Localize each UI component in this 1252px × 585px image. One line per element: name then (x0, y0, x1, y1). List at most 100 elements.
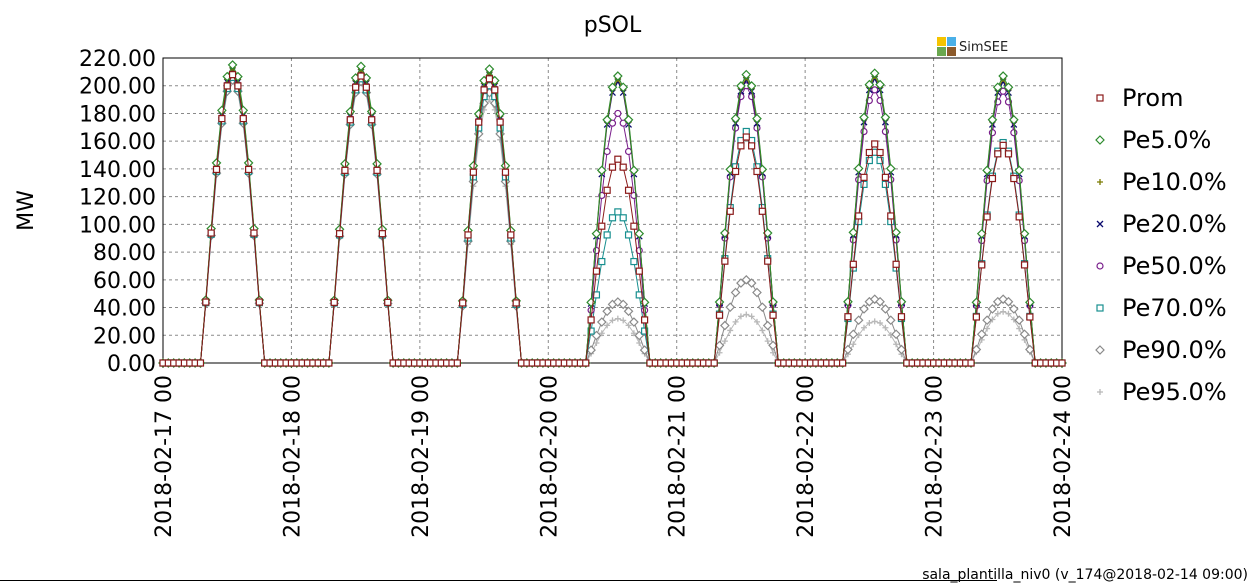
marker (512, 299, 520, 307)
marker (710, 359, 718, 367)
marker (743, 311, 750, 318)
legend-label: Pe5.0% (1122, 126, 1211, 154)
y-tick-label: 120.00 (79, 186, 156, 211)
marker (859, 112, 869, 123)
marker (614, 155, 622, 163)
marker (1019, 228, 1030, 239)
marker (839, 359, 847, 367)
marker (768, 340, 778, 351)
marker (732, 318, 739, 325)
marker (1010, 174, 1018, 183)
marker (881, 173, 890, 181)
marker (608, 214, 617, 222)
marker (1096, 220, 1104, 228)
marker (608, 119, 617, 127)
marker (987, 304, 998, 314)
marker (1025, 344, 1035, 355)
marker (1020, 261, 1029, 269)
marker (459, 299, 467, 307)
marker (737, 313, 744, 320)
marker (623, 306, 634, 317)
y-tick-label: 200.00 (79, 75, 156, 100)
marker (1008, 114, 1019, 125)
marker (764, 257, 772, 265)
marker (880, 112, 891, 123)
marker (866, 320, 873, 327)
marker (603, 186, 611, 194)
marker (1004, 150, 1013, 158)
marker (602, 114, 612, 125)
marker (999, 87, 1007, 95)
marker (596, 165, 607, 176)
marker (368, 116, 376, 124)
marker (196, 359, 205, 367)
marker (972, 313, 980, 321)
marker (614, 315, 621, 322)
marker (748, 142, 756, 150)
marker (629, 165, 639, 176)
marker (330, 298, 338, 306)
marker (848, 329, 859, 340)
marker (978, 261, 986, 269)
legend-label: Pe20.0% (1122, 210, 1227, 238)
marker (613, 71, 623, 81)
y-tick-label: 40.00 (93, 297, 156, 322)
marker (882, 324, 889, 331)
marker (865, 156, 873, 165)
marker (366, 106, 377, 117)
marker (596, 317, 607, 327)
x-tick-label: 2018-02-17 00 (152, 375, 177, 538)
marker (999, 141, 1007, 149)
x-tick-label: 2018-02-24 00 (1051, 375, 1076, 538)
marker (714, 340, 725, 351)
marker (983, 213, 991, 221)
marker (598, 222, 606, 230)
marker (357, 72, 365, 80)
marker (885, 163, 896, 174)
marker (994, 150, 1002, 158)
marker (892, 260, 900, 268)
marker (1014, 315, 1025, 326)
marker (971, 297, 982, 308)
marker (714, 297, 725, 307)
y-axis-label: MW (14, 190, 39, 231)
marker (635, 267, 643, 275)
logo-square-3 (937, 47, 946, 56)
marker (624, 231, 633, 239)
marker (849, 260, 857, 268)
marker (843, 344, 853, 355)
marker (625, 322, 632, 329)
y-tick-label: 80.00 (93, 241, 156, 266)
marker (598, 330, 605, 337)
marker (869, 68, 880, 79)
marker (346, 116, 354, 124)
marker (853, 315, 864, 326)
marker (630, 257, 638, 266)
marker (356, 61, 366, 72)
marker (881, 180, 890, 189)
marker (598, 257, 606, 266)
marker (352, 83, 360, 91)
legend-item: Pe50.0% (1096, 252, 1227, 280)
marker (731, 167, 740, 176)
y-tick-label: 0.00 (107, 352, 156, 377)
legend-label: Pe95.0% (1122, 378, 1227, 406)
marker (1000, 308, 1007, 315)
marker (897, 313, 906, 321)
logo-square-4 (947, 47, 956, 56)
marker (591, 228, 602, 239)
marker (994, 310, 1001, 317)
legend-label: Pe50.0% (1122, 252, 1227, 280)
marker (607, 82, 618, 93)
marker (876, 148, 884, 157)
marker (217, 105, 227, 116)
legend-item: Pe20.0% (1096, 210, 1227, 238)
marker (982, 165, 992, 176)
marker (893, 341, 900, 348)
y-tick-label: 20.00 (93, 324, 156, 349)
marker (384, 298, 392, 306)
marker (891, 227, 901, 238)
marker (475, 118, 483, 126)
logo-square-1 (937, 37, 946, 46)
marker (619, 119, 627, 127)
